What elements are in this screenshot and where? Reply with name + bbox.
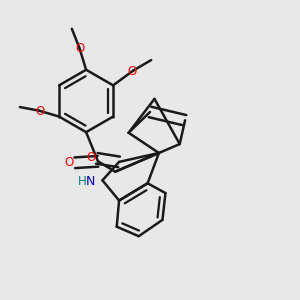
Text: O: O: [127, 64, 136, 78]
Text: N: N: [86, 175, 95, 188]
Text: O: O: [76, 42, 85, 56]
Text: O: O: [36, 105, 45, 118]
Text: H: H: [78, 175, 87, 188]
Text: O: O: [86, 151, 95, 164]
Text: O: O: [64, 156, 74, 169]
